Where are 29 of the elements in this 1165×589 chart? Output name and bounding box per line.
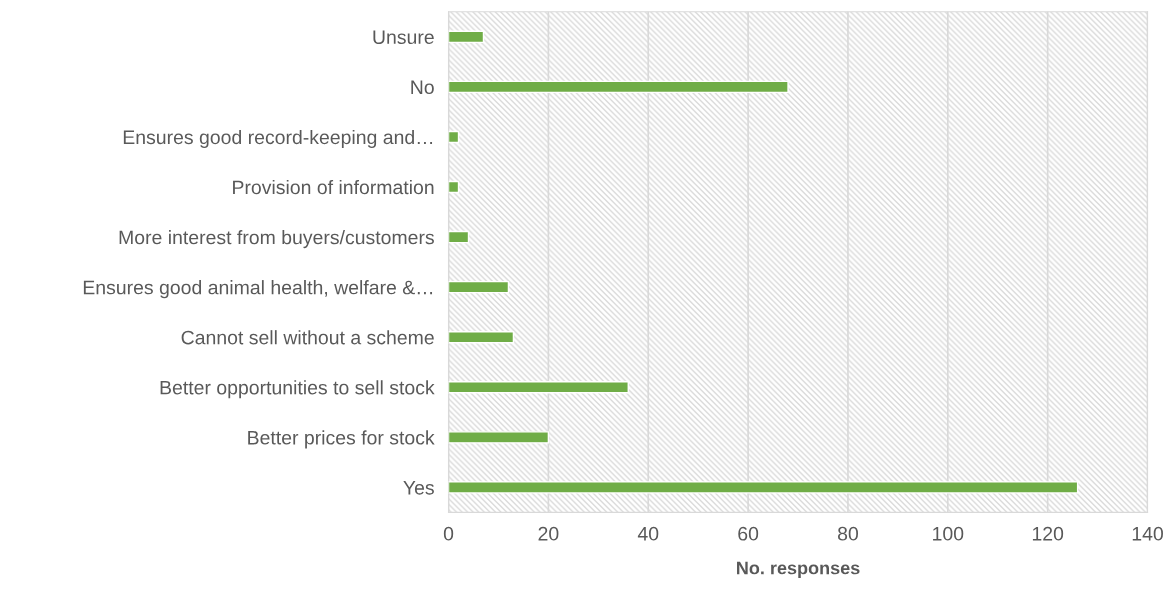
- y-tick-label: Provision of information: [233, 179, 434, 195]
- y-tick-label: Better prices for stock: [248, 430, 435, 449]
- bar: [448, 80, 789, 94]
- bar: [448, 381, 629, 394]
- x-tick-label: 100: [933, 526, 964, 541]
- x-tick-label: 80: [837, 526, 859, 541]
- y-tick-label: Ensures good animal health, welfare &…: [83, 280, 433, 299]
- y-tick-label: No: [411, 80, 434, 95]
- y-tick-label: Ensures good record-keeping and…: [123, 129, 433, 149]
- bar: [448, 331, 515, 344]
- bar: [448, 481, 1079, 494]
- x-tick-label: 140: [1132, 526, 1163, 541]
- bar: [448, 130, 460, 144]
- y-tick-label: Unsure: [373, 30, 434, 45]
- x-tick-label: 60: [738, 526, 759, 541]
- bar: [448, 280, 510, 294]
- x-tick-label: 0: [443, 526, 454, 541]
- y-tick-label: More interest from buyers/customers: [119, 230, 434, 249]
- y-tick-label: Cannot sell without a scheme: [181, 330, 434, 345]
- x-tick-label: 120: [1032, 526, 1064, 541]
- x-tick-label: 40: [637, 526, 659, 541]
- bar: [448, 180, 460, 194]
- bar: [448, 431, 550, 444]
- bar: [448, 30, 485, 44]
- y-tick-label: Yes: [403, 481, 434, 495]
- y-tick-label: Better opportunities to sell stock: [160, 380, 435, 399]
- bar: [448, 230, 470, 244]
- x-tick-label: 20: [538, 526, 559, 541]
- x-axis-title: No. responses: [737, 561, 860, 578]
